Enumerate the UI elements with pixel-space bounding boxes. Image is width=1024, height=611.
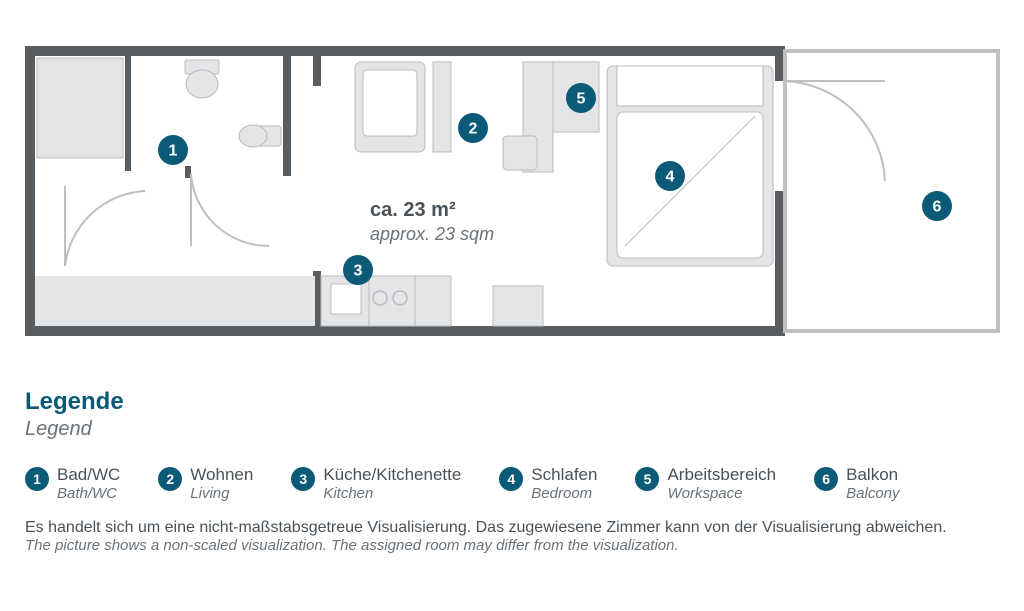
legend-text: Küche/KitchenetteKitchen [323,465,461,503]
legend-label-de: Arbeitsbereich [667,465,776,485]
svg-text:5: 5 [577,91,586,108]
legend-badge: 5 [635,467,659,491]
badge-living: 2 [458,113,488,143]
legend-text: WohnenLiving [190,465,253,503]
legend-badge: 3 [291,467,315,491]
svg-text:approx. 23 sqm: approx. 23 sqm [370,224,494,244]
legend-badge: 4 [499,467,523,491]
svg-text:4: 4 [666,169,675,186]
legend-label-en: Balcony [846,485,899,503]
svg-text:6: 6 [933,199,942,216]
legend-label-en: Kitchen [323,485,461,503]
legend-badge: 1 [25,467,49,491]
legend-badge: 6 [814,467,838,491]
legend-title-en: Legend [25,418,1003,441]
badge-workspace: 5 [566,83,596,113]
legend-label-en: Bedroom [531,485,597,503]
legend-text: ArbeitsbereichWorkspace [667,465,776,503]
legend-text: SchlafenBedroom [531,465,597,503]
badge-balcony: 6 [922,191,952,221]
legend-section: Legende Legend 1 Bad/WCBath/WC 2 WohnenLivi… [25,388,1003,554]
badge-kitchen: 3 [343,255,373,285]
legend-label-en: Workspace [667,485,776,503]
disclaimer-de: Es handelt sich um eine nicht-maßstabsge… [25,519,1003,537]
legend-title-de: Legende [25,388,1003,416]
legend-items: 1 Bad/WCBath/WC 2 WohnenLiving 3 Küche/Kitche… [25,465,1003,503]
floorplan: ca. 23 m² approx. 23 sqm 1 2 3 4 5 6 [25,46,1003,336]
legend-text: BalkonBalcony [846,465,899,503]
legend-living: 2 WohnenLiving [158,465,253,503]
legend-label-de: Bad/WC [57,465,120,485]
svg-text:2: 2 [469,121,478,138]
legend-badge: 2 [158,467,182,491]
legend-label-de: Wohnen [190,465,253,485]
disclaimer-en: The picture shows a non-scaled visualiza… [25,537,1003,554]
badge-bath: 1 [158,135,188,165]
legend-label-en: Bath/WC [57,485,120,503]
floorplan-svg: ca. 23 m² approx. 23 sqm 1 2 3 4 5 6 [25,46,1003,336]
legend-kitchen: 3 Küche/KitchenetteKitchen [291,465,461,503]
legend-bath: 1 Bad/WCBath/WC [25,465,120,503]
legend-label-de: Schlafen [531,465,597,485]
svg-text:1: 1 [169,143,178,160]
legend-bedroom: 4 SchlafenBedroom [499,465,597,503]
legend-text: Bad/WCBath/WC [57,465,120,503]
svg-text:ca. 23 m²: ca. 23 m² [370,199,456,221]
svg-text:3: 3 [354,263,363,280]
legend-label-en: Living [190,485,253,503]
legend-label-de: Balkon [846,465,899,485]
badge-bedroom: 4 [655,161,685,191]
legend-balcony: 6 BalkonBalcony [814,465,899,503]
legend-workspace: 5 ArbeitsbereichWorkspace [635,465,776,503]
legend-label-de: Küche/Kitchenette [323,465,461,485]
